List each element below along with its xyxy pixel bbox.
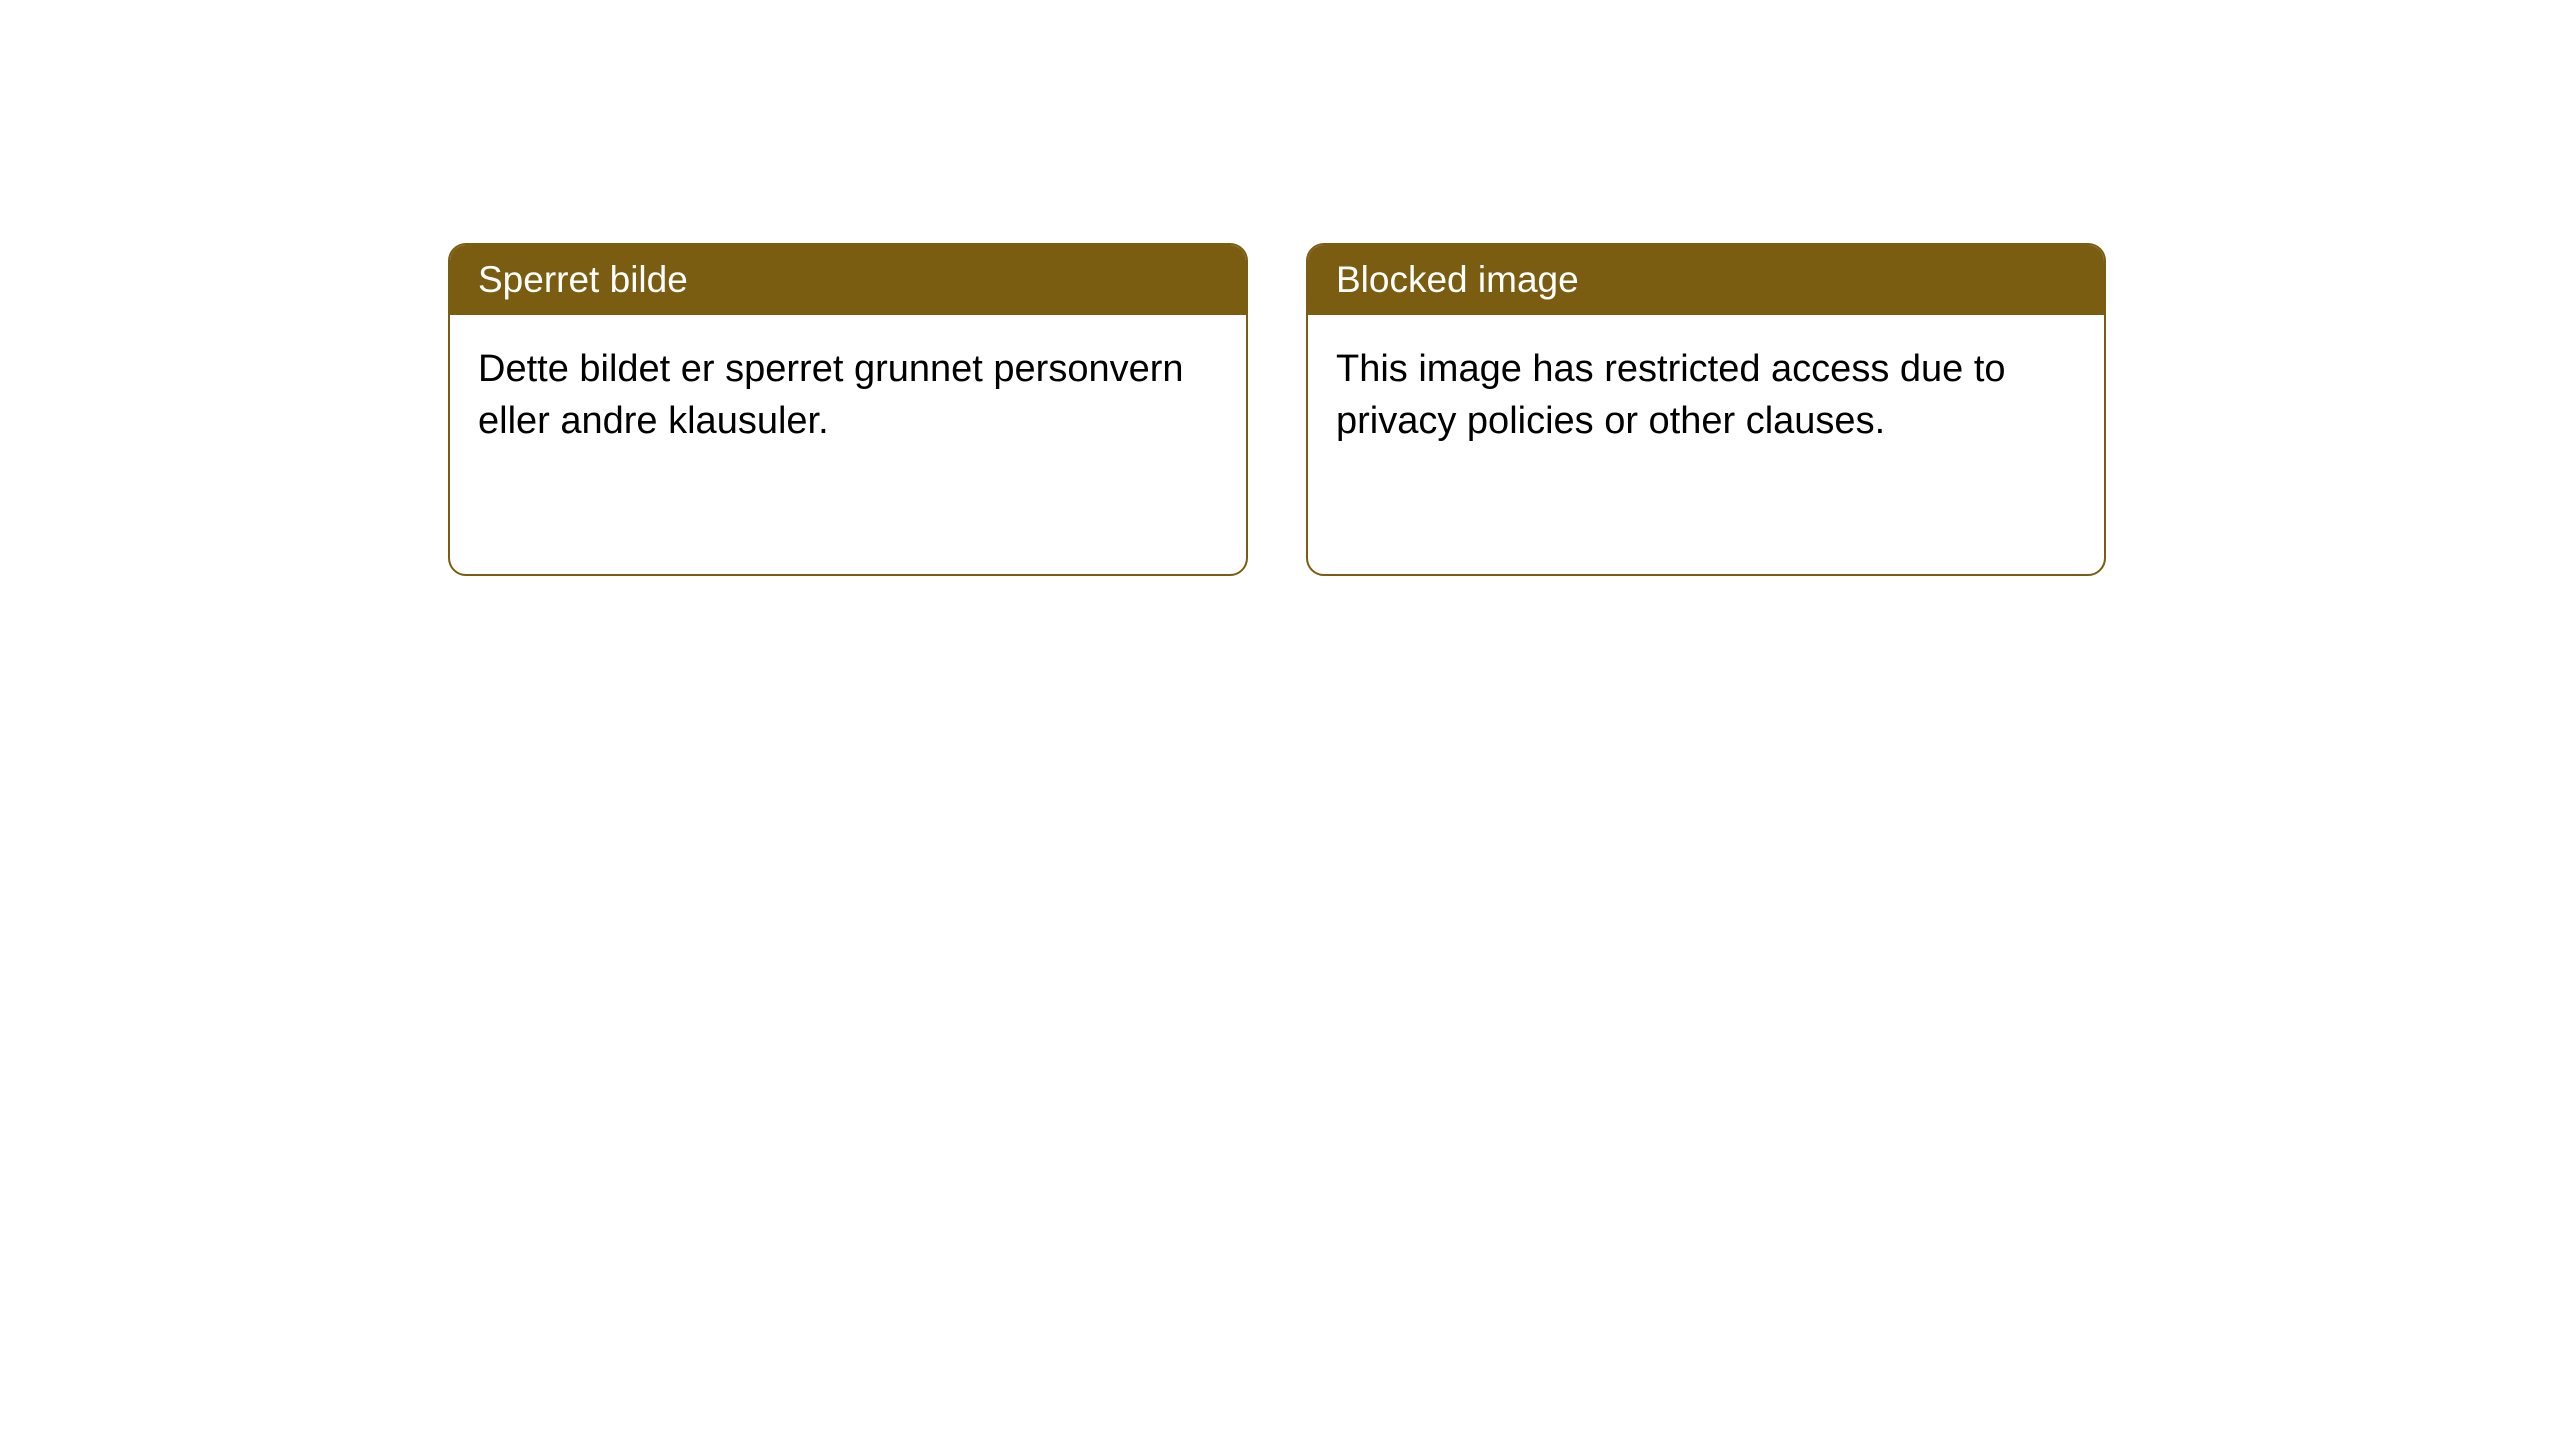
card-body: Dette bildet er sperret grunnet personve… — [450, 315, 1246, 475]
card-english: Blocked image This image has restricted … — [1306, 243, 2106, 576]
card-body-text: Dette bildet er sperret grunnet personve… — [478, 348, 1184, 442]
cards-container: Sperret bilde Dette bildet er sperret gr… — [448, 243, 2106, 576]
card-norwegian: Sperret bilde Dette bildet er sperret gr… — [448, 243, 1248, 576]
card-body-text: This image has restricted access due to … — [1336, 348, 2006, 442]
card-header: Blocked image — [1308, 245, 2104, 315]
card-title: Blocked image — [1336, 259, 1579, 300]
card-header: Sperret bilde — [450, 245, 1246, 315]
card-title: Sperret bilde — [478, 259, 688, 300]
card-body: This image has restricted access due to … — [1308, 315, 2104, 475]
